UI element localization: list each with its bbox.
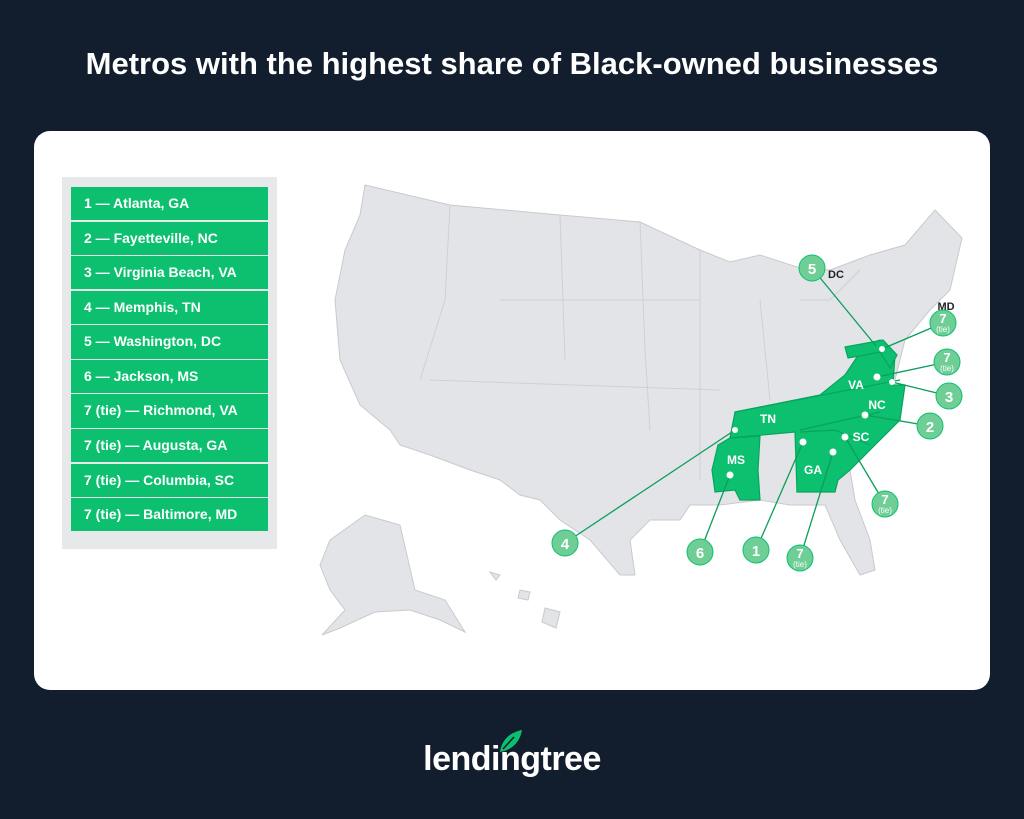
list-item: 5 — Washington, DC (71, 325, 268, 359)
state-label-ms: MS (727, 453, 745, 467)
badge-rank-4: 4 (551, 529, 579, 557)
state-label-ga: GA (804, 463, 822, 477)
svg-text:7: 7 (881, 492, 888, 507)
list-item: 6 — Jackson, MS (71, 359, 268, 394)
state-label-tn: TN (760, 412, 776, 426)
lendingtree-logo: lendingtree (423, 740, 601, 778)
badge-rank-7-md: 7(tie) (929, 309, 957, 337)
state-label-va: VA (848, 378, 864, 392)
svg-text:(tie): (tie) (878, 506, 892, 515)
svg-text:5: 5 (808, 261, 816, 278)
leaf-icon (500, 730, 522, 752)
state-labels: VA NC SC GA TN MS DC MD (727, 269, 955, 477)
page-title: Metros with the highest share of Black-o… (85, 46, 939, 81)
state-ms (711, 435, 761, 501)
badge-rank-6: 6 (686, 538, 714, 566)
svg-text:(tie): (tie) (793, 560, 807, 569)
badge-rank-1: 1 (742, 536, 770, 564)
svg-text:7: 7 (939, 311, 946, 326)
list-item: 2 — Fayetteville, NC (71, 221, 268, 255)
list-item: 7 (tie) — Baltimore, MD (71, 498, 268, 532)
svg-text:1: 1 (752, 543, 760, 560)
svg-text:7: 7 (796, 546, 803, 561)
badge-rank-7-sc: 7(tie) (871, 490, 899, 518)
list-item: 7 (tie) — Columbia, SC (71, 463, 268, 497)
svg-text:3: 3 (945, 389, 953, 406)
badge-rank-7-ga: 7(tie) (786, 544, 814, 572)
state-label-dc: DC (828, 269, 844, 281)
highlighted-states (711, 339, 906, 501)
state-label-sc: SC (853, 430, 870, 444)
badge-rank-5: 5 (798, 254, 826, 282)
badge-rank-3: 3 (935, 382, 963, 410)
svg-text:4: 4 (561, 536, 570, 553)
ranking-list: 1 — Atlanta, GA 2 — Fayetteville, NC 3 —… (71, 187, 268, 533)
hawaii (488, 571, 501, 581)
svg-text:6: 6 (696, 545, 704, 562)
svg-text:(tie): (tie) (936, 325, 950, 334)
list-item: 4 — Memphis, TN (71, 290, 268, 324)
rank-badges: 5 7(tie) 7(tie) 3 2 7(tie) 7(tie) 1 6 4 (551, 254, 963, 572)
list-item: 1 — Atlanta, GA (71, 187, 268, 221)
list-item: 3 — Virginia Beach, VA (71, 256, 268, 290)
hawaii (517, 589, 531, 601)
svg-text:2: 2 (926, 419, 934, 436)
badge-rank-2: 2 (916, 412, 944, 440)
list-item: 7 (tie) — Richmond, VA (71, 394, 268, 428)
alaska (319, 514, 467, 636)
state-label-nc: NC (868, 398, 886, 412)
metro-dots (726, 346, 895, 479)
svg-text:7: 7 (943, 350, 950, 365)
badge-rank-7-va: 7(tie) (933, 348, 961, 376)
hawaii (541, 607, 561, 629)
svg-text:(tie): (tie) (940, 364, 954, 373)
list-item: 7 (tie) — Augusta, GA (71, 429, 268, 463)
